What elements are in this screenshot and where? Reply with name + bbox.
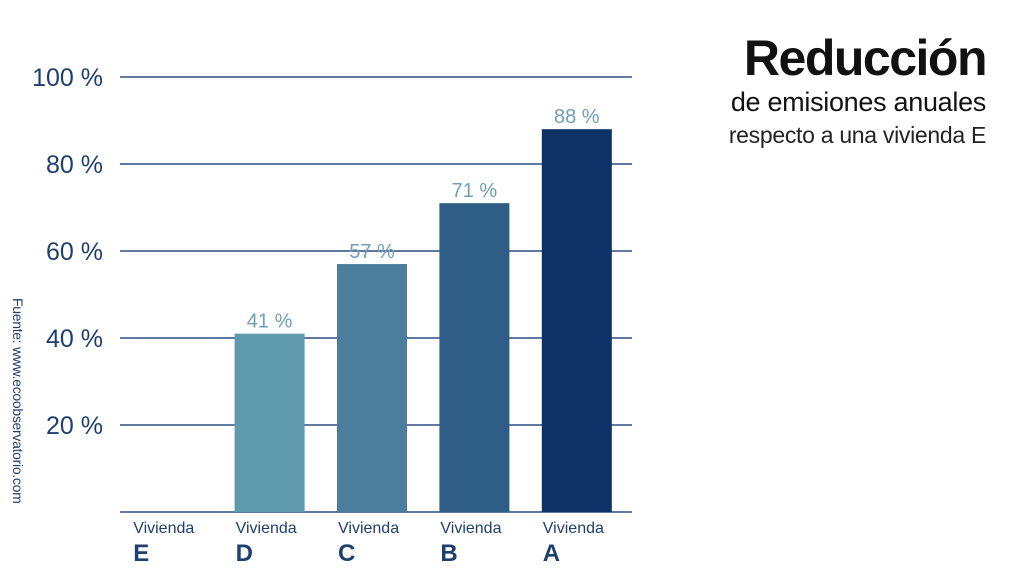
y-tick-label: 40 % [46,325,103,353]
x-tick-label: A [543,540,560,567]
chart-title-block: Reducción de emisiones anuales respecto … [728,30,988,152]
bar [439,203,510,512]
chart-subtitle: de emisiones anuales [730,87,986,117]
y-tick-label: 60 % [46,238,103,266]
x-tick-prefix: Vivienda [236,520,297,537]
data-label: 41 % [247,311,293,333]
x-tick-prefix: Vivienda [338,520,399,537]
x-tick-prefix: Vivienda [440,520,501,537]
bar [234,333,305,512]
y-tick-label: 80 % [46,151,103,179]
bar [541,129,612,512]
data-label: 57 % [349,241,395,263]
y-tick-label: 20 % [46,412,103,440]
data-label: 88 % [554,106,600,128]
x-tick-label: B [440,540,457,567]
bar [337,264,407,512]
y-tick-label: 100 % [32,64,103,92]
x-tick-prefix: Vivienda [133,520,194,537]
data-label: 71 % [452,180,498,202]
x-tick-label: E [133,540,149,567]
x-tick-label: D [236,540,253,567]
x-tick-label: C [338,540,355,567]
source-note: Fuente: www.ecoobservatorio.com [10,298,26,504]
chart-subtitle-secondary: respecto a una vivienda E [728,122,986,148]
x-tick-prefix: Vivienda [543,520,604,537]
chart-title: Reducción [743,30,988,86]
